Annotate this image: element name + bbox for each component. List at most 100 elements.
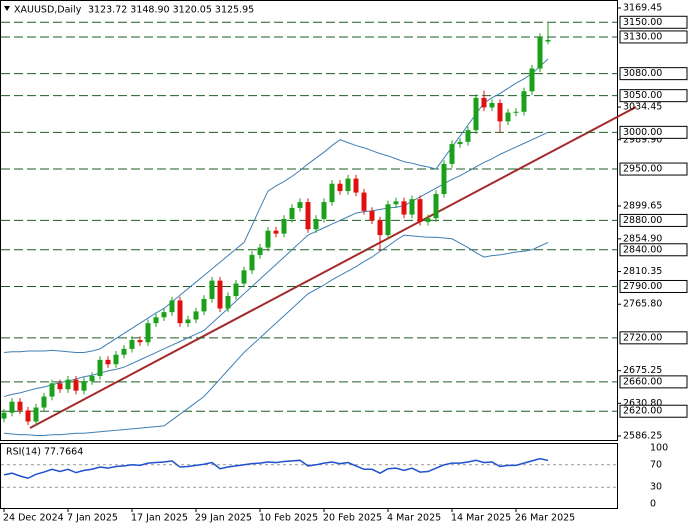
level-label: 3000.00 (623, 127, 662, 138)
candle-body (321, 202, 327, 219)
candle-body (329, 183, 335, 203)
candle-body (113, 354, 119, 365)
candle-body (513, 111, 519, 113)
level-box (619, 67, 688, 81)
candle-body (177, 300, 183, 324)
candle-body (457, 141, 463, 145)
candle-body (89, 376, 95, 382)
candle-body (65, 379, 71, 390)
x-tick-label: 20 Feb 2025 (323, 513, 382, 524)
candle-body (185, 319, 191, 324)
candle-body (281, 218, 287, 234)
y-tick-label: 2630.80 (623, 398, 662, 409)
rsi-tick-label: 100 (650, 443, 668, 454)
candle-body (353, 178, 359, 193)
y-tick-label: 3169.45 (623, 3, 662, 14)
rsi-title: RSI(14) 77.7664 (6, 447, 83, 458)
candle-body (129, 340, 135, 349)
candle-body (249, 254, 255, 271)
candle-body (529, 68, 535, 92)
candle-body (497, 103, 503, 122)
level-label: 2880.00 (623, 215, 662, 226)
level-label: 2840.00 (623, 244, 662, 255)
candle-body (137, 340, 143, 343)
ohlc-label: 3123.72 3148.90 3120.05 3125.95 (88, 5, 254, 16)
candle-body (393, 201, 399, 205)
candle-body (121, 348, 127, 355)
level-label: 3050.00 (623, 90, 662, 101)
level-box (619, 331, 688, 345)
candle-body (545, 39, 551, 42)
x-tick-label: 7 Jan 2025 (67, 513, 118, 524)
level-box (619, 279, 688, 293)
x-tick-label: 26 Mar 2025 (515, 513, 575, 524)
candle-body (225, 296, 231, 309)
x-tick-label: 29 Jan 2025 (195, 513, 252, 524)
trend-line (29, 106, 637, 429)
candle-body (377, 220, 383, 236)
candle-body (425, 218, 431, 222)
candle-body (41, 396, 47, 408)
x-tick-label: 14 Mar 2025 (451, 513, 511, 524)
level-label: 3130.00 (623, 31, 662, 42)
candle-body (297, 202, 303, 208)
level-label: 2660.00 (623, 376, 662, 387)
x-tick-label: 24 Dec 2024 (3, 513, 64, 524)
candle-body (233, 283, 239, 297)
candle-body (153, 317, 159, 324)
candle-body (345, 178, 351, 192)
level-box (619, 30, 688, 44)
candle-body (193, 311, 199, 320)
y-tick-label: 2899.65 (623, 201, 662, 212)
candle-body (169, 300, 175, 313)
candle-body (1, 412, 7, 419)
candle-body (97, 359, 103, 377)
candle-body (505, 112, 511, 122)
candle-body (433, 194, 439, 219)
level-box (619, 162, 688, 176)
level-label: 3080.00 (623, 68, 662, 79)
chart-title: XAUUSD,Daily (14, 5, 82, 16)
candle-body (521, 91, 527, 112)
rsi-line (3, 457, 549, 480)
level-box (619, 404, 688, 418)
candle-body (161, 312, 167, 318)
band-upper (3, 58, 549, 354)
rsi-tick-label: 0 (650, 499, 656, 510)
x-tick-label: 17 Jan 2025 (131, 513, 188, 524)
candle-body (145, 323, 151, 343)
y-tick-label: 2854.90 (623, 233, 662, 244)
candle-body (417, 199, 423, 222)
candle-body (465, 130, 471, 142)
rsi-tick-label: 30 (650, 482, 662, 493)
y-tick-label: 2586.25 (623, 431, 662, 442)
level-box (619, 243, 688, 257)
candle-body (25, 410, 31, 422)
level-box (619, 15, 688, 29)
candle-body (201, 298, 207, 312)
candle-body (33, 407, 39, 422)
y-tick-label: 2989.90 (623, 134, 662, 145)
candle-body (369, 210, 375, 221)
candle-body (257, 247, 263, 255)
candle-body (441, 163, 447, 195)
candle-body (305, 202, 311, 230)
level-label: 3150.00 (623, 17, 662, 28)
candle-body (273, 230, 279, 234)
candle-body (313, 218, 319, 230)
candle-body (337, 183, 343, 192)
y-tick-label: 3034.45 (623, 102, 662, 113)
candle-body (81, 381, 87, 391)
candle-body (481, 97, 487, 108)
candle-body (217, 280, 223, 309)
level-box (619, 125, 688, 139)
price-pane-frame (0, 0, 618, 441)
rsi-pane-frame (0, 443, 618, 509)
candle-body (537, 36, 543, 69)
candle-body (385, 204, 391, 236)
candle-body (17, 401, 23, 411)
candle-body (49, 383, 55, 397)
level-box (619, 89, 688, 103)
level-label: 2950.00 (623, 164, 662, 175)
